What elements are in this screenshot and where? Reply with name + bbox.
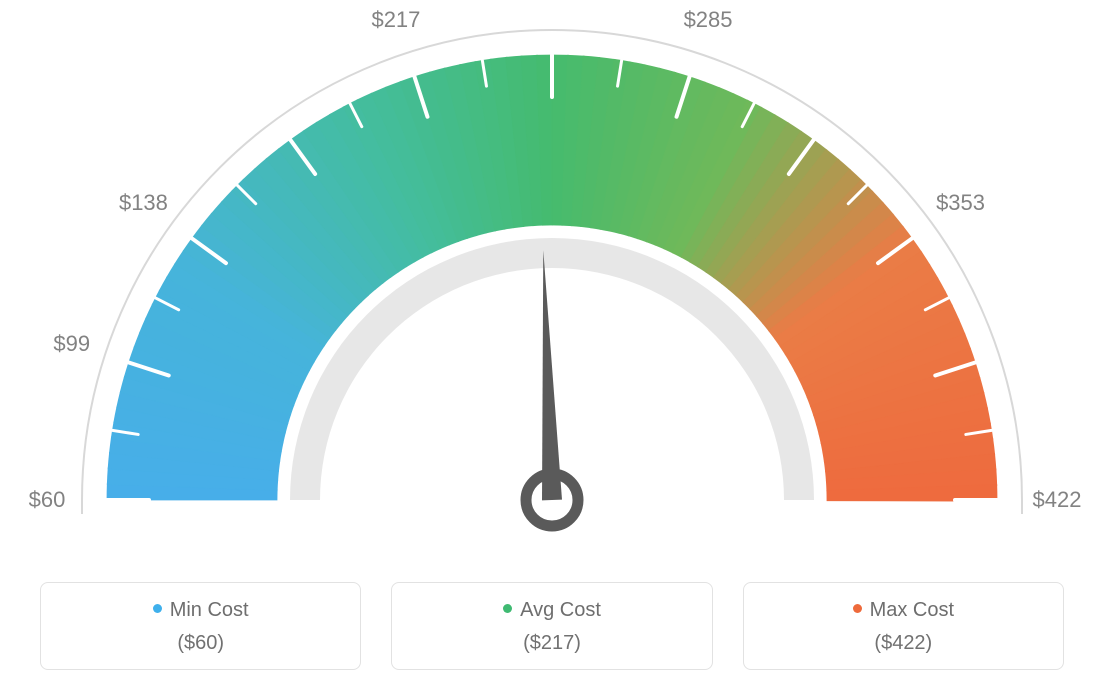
legend-min-title: Min Cost — [41, 599, 360, 622]
chart-container: $60 $99 $138 $217 $285 $353 $422 Min Cost ($60… — [0, 0, 1104, 690]
legend-max-value: ($422) — [744, 632, 1063, 655]
gauge-tick-label: $138 — [119, 190, 168, 216]
dot-icon — [153, 604, 162, 613]
gauge-chart: $60 $99 $138 $217 $285 $353 $422 — [0, 0, 1104, 560]
legend-min: Min Cost ($60) — [40, 582, 361, 670]
legend-max-label: Max Cost — [870, 599, 954, 621]
gauge-tick-label: $285 — [684, 7, 733, 33]
gauge-tick-label: $60 — [29, 487, 66, 513]
legend-max: Max Cost ($422) — [743, 582, 1064, 670]
dot-icon — [503, 604, 512, 613]
dot-icon — [853, 604, 862, 613]
legend-avg-value: ($217) — [392, 632, 711, 655]
legend-max-title: Max Cost — [744, 599, 1063, 622]
gauge-tick-label: $99 — [53, 331, 90, 357]
gauge-svg — [0, 0, 1104, 560]
legend-avg: Avg Cost ($217) — [391, 582, 712, 670]
legend-min-value: ($60) — [41, 632, 360, 655]
legend-avg-title: Avg Cost — [392, 599, 711, 622]
gauge-tick-label: $422 — [1033, 487, 1082, 513]
legend-row: Min Cost ($60) Avg Cost ($217) Max Cost … — [40, 582, 1064, 670]
gauge-tick-label: $217 — [371, 7, 420, 33]
legend-avg-label: Avg Cost — [520, 599, 601, 621]
gauge-tick-label: $353 — [936, 190, 985, 216]
legend-min-label: Min Cost — [170, 599, 249, 621]
